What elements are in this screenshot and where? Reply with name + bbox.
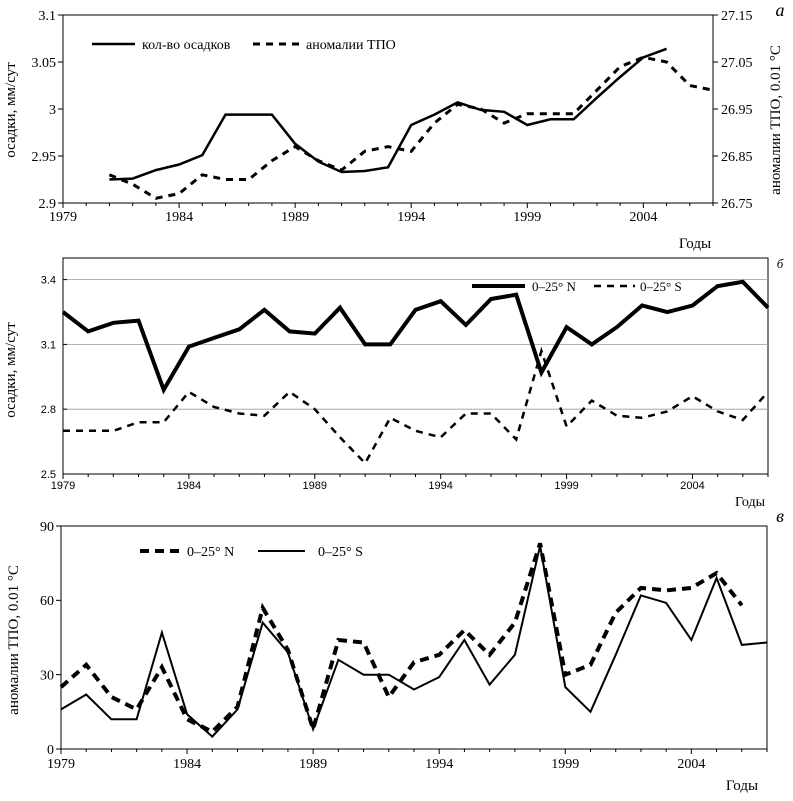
panel-b-legend-label-south: 0–25° S bbox=[640, 279, 682, 294]
panel-c-y-tick-label: 90 bbox=[40, 520, 54, 535]
panel-a-x-tick-label: 1999 bbox=[513, 210, 541, 225]
panel-b-x-tick-label: 1994 bbox=[428, 480, 452, 492]
chart-panel-a: а осадки, мм/сут аномалии ТПО, 0.01 °С Г… bbox=[3, 0, 785, 252]
chart-panel-c: в аномалии ТПО, 0.01 °С Годы 0 30 60 90 197… bbox=[6, 506, 784, 794]
panel-b-x-axis-label: Годы bbox=[735, 495, 766, 510]
panel-b-y-tick-label: 2.5 bbox=[41, 469, 56, 481]
panel-a-letter: а bbox=[776, 0, 785, 20]
panel-c-x-tick-label: 2004 bbox=[677, 757, 705, 772]
panel-b-series-line-first bbox=[61, 279, 770, 395]
panel-b-x-tick-label: 1979 bbox=[51, 480, 75, 492]
panel-a-x-tick-label: 1994 bbox=[397, 210, 425, 225]
panel-a-y-axis-right-label: аномалии ТПО, 0.01 °С bbox=[768, 45, 784, 195]
panel-c-plot-frame bbox=[60, 525, 768, 750]
panel-c-y-tick-label: 0 bbox=[47, 743, 54, 758]
panel-c-series-line-second bbox=[60, 545, 768, 738]
panel-b-y-tick-label: 3.4 bbox=[41, 274, 56, 286]
panel-a-y-tick-label: 3 bbox=[49, 103, 56, 118]
panel-a-series-line-second bbox=[108, 55, 714, 200]
panel-b-series-line-second bbox=[63, 346, 769, 466]
panel-a-x-tick-label: 2004 bbox=[629, 210, 657, 225]
panel-a-legend: кол-во осадков аномалии ТПО bbox=[92, 38, 396, 53]
panel-b-x-tick-label: 1989 bbox=[303, 480, 327, 492]
panel-c-series-line-first bbox=[59, 542, 744, 737]
panel-b-y-tick-label: 3.1 bbox=[41, 339, 56, 351]
panel-b-legend-label-north: 0–25° N bbox=[532, 279, 576, 294]
panel-c-y-tick-label: 30 bbox=[40, 669, 54, 684]
panel-c-legend: 0–25° N 0–25° S bbox=[140, 545, 363, 560]
panel-a-y-right-tick-label: 26.75 bbox=[721, 197, 753, 212]
panel-c-x-axis-label: Годы bbox=[726, 778, 758, 794]
panel-c-x-tick-label: 1994 bbox=[425, 757, 453, 772]
panel-c-y-tick-label: 60 bbox=[40, 594, 54, 609]
panel-a-y-right-tick-label: 26.95 bbox=[721, 103, 753, 118]
panel-a-y-tick-label: 2.95 bbox=[32, 150, 57, 165]
panel-c-x-tick-label: 1979 bbox=[47, 757, 75, 772]
panel-a-x-tick-label: 1984 bbox=[165, 210, 193, 225]
panel-b-x-tick-label: 1999 bbox=[554, 480, 578, 492]
panel-a-x-tick-label: 1989 bbox=[281, 210, 309, 225]
panel-a-y-right-tick-label: 26.85 bbox=[721, 150, 753, 165]
panel-a-y-tick-label: 2.9 bbox=[39, 197, 57, 212]
panel-c-x-tick-label: 1999 bbox=[551, 757, 579, 772]
panel-c-legend-label-north: 0–25° N bbox=[187, 545, 234, 560]
panel-b-x-tick-label: 1984 bbox=[177, 480, 201, 492]
panel-b-x-tick-label: 2004 bbox=[680, 480, 704, 492]
panel-b-letter: б bbox=[777, 256, 784, 271]
panel-a-y-right-tick-label: 27.15 bbox=[721, 9, 753, 24]
panel-b-y-tick-label: 2.8 bbox=[41, 404, 56, 416]
panel-a-x-tick-label: 1979 bbox=[49, 210, 77, 225]
panel-b-y-axis-label: осадки, мм/сут bbox=[3, 322, 19, 418]
panel-c-x-tick-label: 1989 bbox=[299, 757, 327, 772]
panel-c-legend-label-south: 0–25° S bbox=[318, 545, 363, 560]
chart-panel-b: б осадки, мм/сут Годы 2.5 2.8 3.1 3.4 1979 1… bbox=[3, 256, 784, 510]
panel-a-y-tick-label: 3.1 bbox=[39, 9, 57, 24]
panel-c-y-axis-label: аномалии ТПО, 0.01 °С bbox=[6, 565, 22, 715]
panel-a-y-right-tick-label: 27.05 bbox=[721, 56, 753, 71]
panel-a-y-tick-label: 3.05 bbox=[32, 56, 57, 71]
panel-a-legend-label-sst: аномалии ТПО bbox=[306, 38, 396, 53]
panel-a-legend-label-precip: кол-во осадков bbox=[142, 38, 231, 53]
panel-c-x-tick-label: 1984 bbox=[173, 757, 201, 772]
panel-a-series-line-first bbox=[109, 47, 668, 181]
panel-c-letter: в bbox=[776, 506, 784, 526]
panel-a-y-axis-label: осадки, мм/сут bbox=[3, 62, 19, 158]
panel-b-legend: 0–25° N 0–25° S bbox=[472, 279, 682, 294]
panel-a-x-axis-label: Годы bbox=[679, 236, 711, 252]
